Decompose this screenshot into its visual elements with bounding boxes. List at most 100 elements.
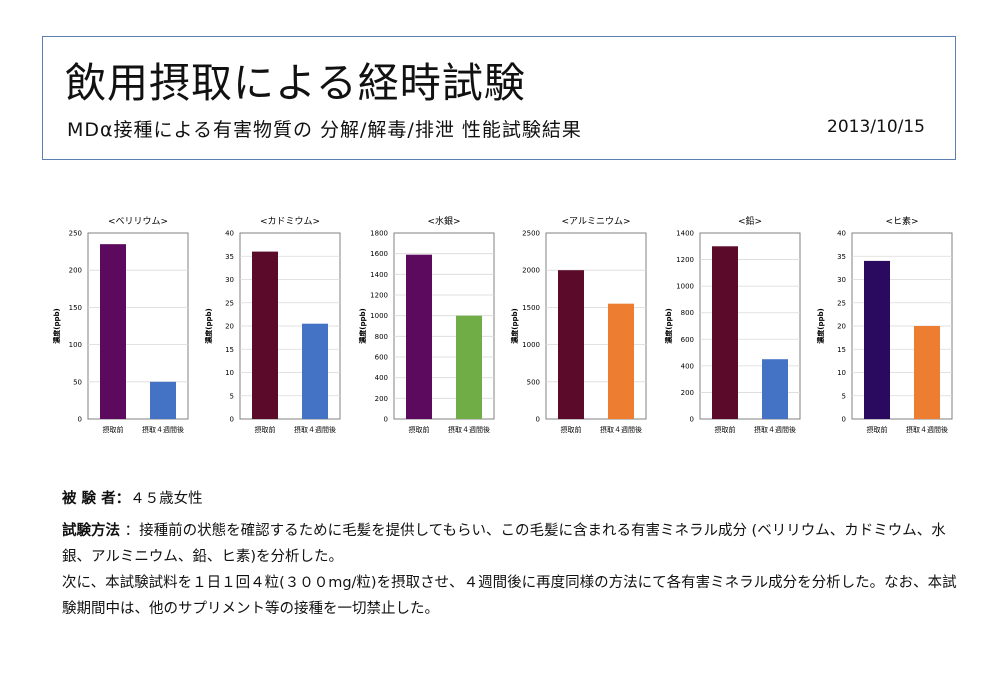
y-tick-label: 40 xyxy=(225,230,234,238)
bar xyxy=(150,381,176,419)
y-tick-label: 500 xyxy=(527,378,540,386)
y-axis-label: 濃度(ppb) xyxy=(816,308,825,343)
y-tick-label: 5 xyxy=(230,392,234,400)
y-tick-label: 1500 xyxy=(522,304,540,312)
y-tick-label: 15 xyxy=(837,346,846,354)
method-row-2: 次に、本試験試料を１日１回４粒(３００mg/粒)を摂取させ、４週間後に再度同様の… xyxy=(62,570,962,622)
y-tick-label: 400 xyxy=(375,374,388,382)
x-category-label: 摂取４週間後 xyxy=(142,425,184,434)
y-tick-label: 1000 xyxy=(676,283,694,291)
x-category-label: 摂取前 xyxy=(715,425,736,434)
chart-beryllium: <ベリリウム> 0 50 100 150 200 250 濃度(ppb) 摂取前 摂取４週間後 xyxy=(50,208,200,448)
y-axis-label: 濃度(ppb) xyxy=(510,308,519,343)
bar xyxy=(914,326,940,419)
y-tick-label: 0 xyxy=(536,416,540,424)
chart-title: <鉛> xyxy=(738,215,762,227)
x-category-label: 摂取４週間後 xyxy=(448,425,490,434)
x-category-label: 摂取前 xyxy=(255,425,276,434)
y-tick-label: 0 xyxy=(690,416,694,424)
report-date: 2013/10/15 xyxy=(827,117,925,137)
y-tick-label: 200 xyxy=(69,267,82,275)
y-tick-label: 30 xyxy=(837,276,846,284)
y-tick-label: 400 xyxy=(681,362,694,370)
y-tick-label: 200 xyxy=(681,389,694,397)
y-axis-label: 濃度(ppb) xyxy=(358,308,367,343)
y-tick-label: 1400 xyxy=(676,230,694,238)
y-tick-label: 10 xyxy=(837,369,846,377)
x-category-label: 摂取前 xyxy=(561,425,582,434)
chart-cadmium: <カドミウム> 0 5 10 15 20 25 30 35 40 濃度(ppb) 摂取前 摂取４週間後 xyxy=(202,208,352,448)
y-tick-label: 5 xyxy=(842,392,846,400)
bar xyxy=(608,303,634,419)
chart-title: <アルミニウム> xyxy=(562,216,631,227)
chart-lead: <鉛> 0 200 400 600 800 1000 1200 1400 濃度(ppb) 摂取前 摂取… xyxy=(662,208,812,448)
x-category-label: 摂取４週間後 xyxy=(600,425,642,434)
y-tick-label: 600 xyxy=(375,354,388,362)
y-tick-label: 35 xyxy=(837,253,846,261)
y-tick-label: 800 xyxy=(375,333,388,341)
charts-area: <ベリリウム> 0 50 100 150 200 250 濃度(ppb) 摂取前 摂取４週間後 <… xyxy=(50,208,960,448)
y-axis-label: 濃度(ppb) xyxy=(52,308,61,343)
method-text-2: 次に、本試験試料を１日１回４粒(３００mg/粒)を摂取させ、４週間後に再度同様の… xyxy=(62,575,957,617)
y-tick-label: 1400 xyxy=(370,271,388,279)
y-tick-label: 25 xyxy=(225,299,234,307)
y-tick-label: 0 xyxy=(384,416,388,424)
y-tick-label: 100 xyxy=(69,341,82,349)
y-tick-label: 1200 xyxy=(676,256,694,264)
bar xyxy=(252,251,278,419)
y-tick-label: 40 xyxy=(837,230,846,238)
chart-title: <カドミウム> xyxy=(260,216,320,227)
header-box: 飲用摂取による経時試験 MDα接種による有害物質の 分解/解毒/排泄 性能試験結… xyxy=(42,36,956,160)
y-tick-label: 0 xyxy=(842,416,846,424)
page-title: 飲用摂取による経時試験 xyxy=(65,59,526,107)
y-tick-label: 25 xyxy=(837,299,846,307)
y-tick-label: 200 xyxy=(375,395,388,403)
y-tick-label: 50 xyxy=(73,378,82,386)
bar xyxy=(406,254,432,419)
y-tick-label: 20 xyxy=(225,323,234,331)
y-tick-label: 1200 xyxy=(370,292,388,300)
y-tick-label: 2500 xyxy=(522,230,540,238)
chart-mercury: <水銀> 0 200 400 600 800 1000 1200 1400 1600 1800 濃度(… xyxy=(356,208,506,448)
x-category-label: 摂取前 xyxy=(103,425,124,434)
chart-title: <ベリリウム> xyxy=(108,216,168,227)
y-tick-label: 1000 xyxy=(370,312,388,320)
y-tick-label: 250 xyxy=(69,230,82,238)
y-tick-label: 35 xyxy=(225,253,234,261)
y-axis-label: 濃度(ppb) xyxy=(664,308,673,343)
subject-row: 被 験 者：４５歳女性 xyxy=(62,486,962,512)
y-tick-label: 0 xyxy=(78,416,82,424)
chart-title: <ヒ素> xyxy=(885,215,918,227)
y-tick-label: 1600 xyxy=(370,250,388,258)
y-tick-label: 2000 xyxy=(522,267,540,275)
y-tick-label: 1800 xyxy=(370,230,388,238)
y-axis-label: 濃度(ppb) xyxy=(204,308,213,343)
bar xyxy=(456,315,482,419)
method-label: 試験方法 xyxy=(62,523,120,539)
bar xyxy=(762,359,788,419)
bar xyxy=(100,244,126,419)
subject-value: ４５歳女性 xyxy=(130,491,203,507)
method-text: ：接種前の状態を確認するために毛髪を提供してもらい、この毛髪に含まれる有害ミネラ… xyxy=(62,523,946,565)
chart-title: <水銀> xyxy=(427,215,460,227)
bar xyxy=(558,270,584,419)
y-tick-label: 600 xyxy=(681,336,694,344)
bar xyxy=(864,260,890,419)
y-tick-label: 15 xyxy=(225,346,234,354)
y-tick-label: 1000 xyxy=(522,341,540,349)
x-category-label: 摂取前 xyxy=(867,425,888,434)
test-info: 被 験 者：４５歳女性 試験方法 ：接種前の状態を確認するために毛髪を提供しても… xyxy=(62,486,962,622)
x-category-label: 摂取４週間後 xyxy=(754,425,796,434)
bar xyxy=(302,323,328,419)
page-subtitle: MDα接種による有害物質の 分解/解毒/排泄 性能試験結果 xyxy=(67,119,582,141)
y-tick-label: 150 xyxy=(69,304,82,312)
y-tick-label: 800 xyxy=(681,309,694,317)
bar xyxy=(712,246,738,419)
subject-label: 被 験 者： xyxy=(62,491,131,507)
chart-aluminium: <アルミニウム> 0 500 1000 1500 2000 2500 濃度(ppb) 摂取前 摂取… xyxy=(508,208,658,448)
y-tick-label: 10 xyxy=(225,369,234,377)
x-category-label: 摂取４週間後 xyxy=(906,425,948,434)
y-tick-label: 0 xyxy=(230,416,234,424)
x-category-label: 摂取前 xyxy=(409,425,430,434)
chart-arsenic: <ヒ素> 0 5 10 15 20 25 30 35 40 濃度(ppb) 摂取前 摂取４週間後 xyxy=(814,208,964,448)
